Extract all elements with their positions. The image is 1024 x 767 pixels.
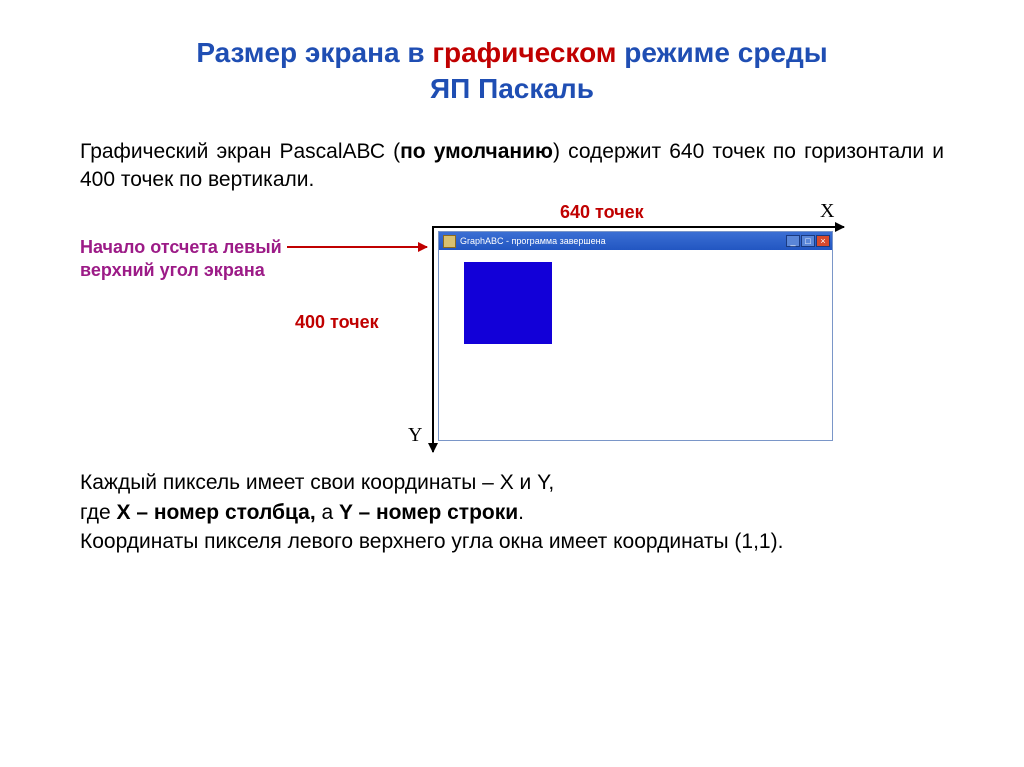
label-y-axis: Y bbox=[408, 424, 422, 447]
diagram: 640 точек X Y Начало отсчета левый верхн… bbox=[0, 202, 1024, 462]
origin-line2: верхний угол экрана bbox=[80, 260, 265, 280]
intro-bold: по умолчанию bbox=[400, 140, 553, 163]
window-titlebar: GraphABC - программа завершена _ □ × bbox=[439, 232, 832, 250]
maximize-button[interactable]: □ bbox=[801, 235, 815, 247]
close-button[interactable]: × bbox=[816, 235, 830, 247]
window-icon bbox=[443, 235, 456, 248]
graphabc-window: GraphABC - программа завершена _ □ × bbox=[438, 231, 833, 441]
label-origin: Начало отсчета левый верхний угол экрана bbox=[80, 236, 282, 281]
footer-l3: Координаты пикселя левого верхнего угла … bbox=[80, 530, 783, 553]
footer-l2a: где bbox=[80, 501, 116, 524]
origin-line1: Начало отсчета левый bbox=[80, 237, 282, 257]
footer-l2b: X – номер столбца, bbox=[116, 501, 315, 524]
y-axis-line bbox=[432, 226, 434, 452]
label-x-axis: X bbox=[820, 200, 834, 223]
slide-title: Размер экрана в графическом режиме среды… bbox=[0, 0, 1024, 108]
label-height: 400 точек bbox=[295, 312, 379, 333]
title-part-1c: ЯП Паскаль bbox=[430, 73, 594, 104]
minimize-button[interactable]: _ bbox=[786, 235, 800, 247]
window-buttons: _ □ × bbox=[786, 235, 830, 247]
origin-arrow bbox=[287, 246, 427, 248]
intro-pre: Графический экран PascalАВС ( bbox=[80, 140, 400, 163]
title-part-2: графическом bbox=[432, 37, 616, 68]
blue-square bbox=[464, 262, 552, 344]
footer-l2e: . bbox=[518, 501, 524, 524]
footer-paragraph: Каждый пиксель имеет свои координаты – X… bbox=[80, 468, 944, 556]
x-axis-line bbox=[434, 226, 844, 228]
footer-l2d: Y – номер строки bbox=[339, 501, 518, 524]
footer-l1: Каждый пиксель имеет свои координаты – X… bbox=[80, 471, 554, 494]
intro-paragraph: Графический экран PascalАВС (по умолчани… bbox=[80, 138, 944, 195]
footer-l2c: а bbox=[316, 501, 339, 524]
title-part-1b: режиме среды bbox=[617, 37, 828, 68]
label-width: 640 точек bbox=[560, 202, 644, 223]
window-title-text: GraphABC - программа завершена bbox=[460, 236, 786, 246]
title-part-1a: Размер экрана в bbox=[196, 37, 432, 68]
